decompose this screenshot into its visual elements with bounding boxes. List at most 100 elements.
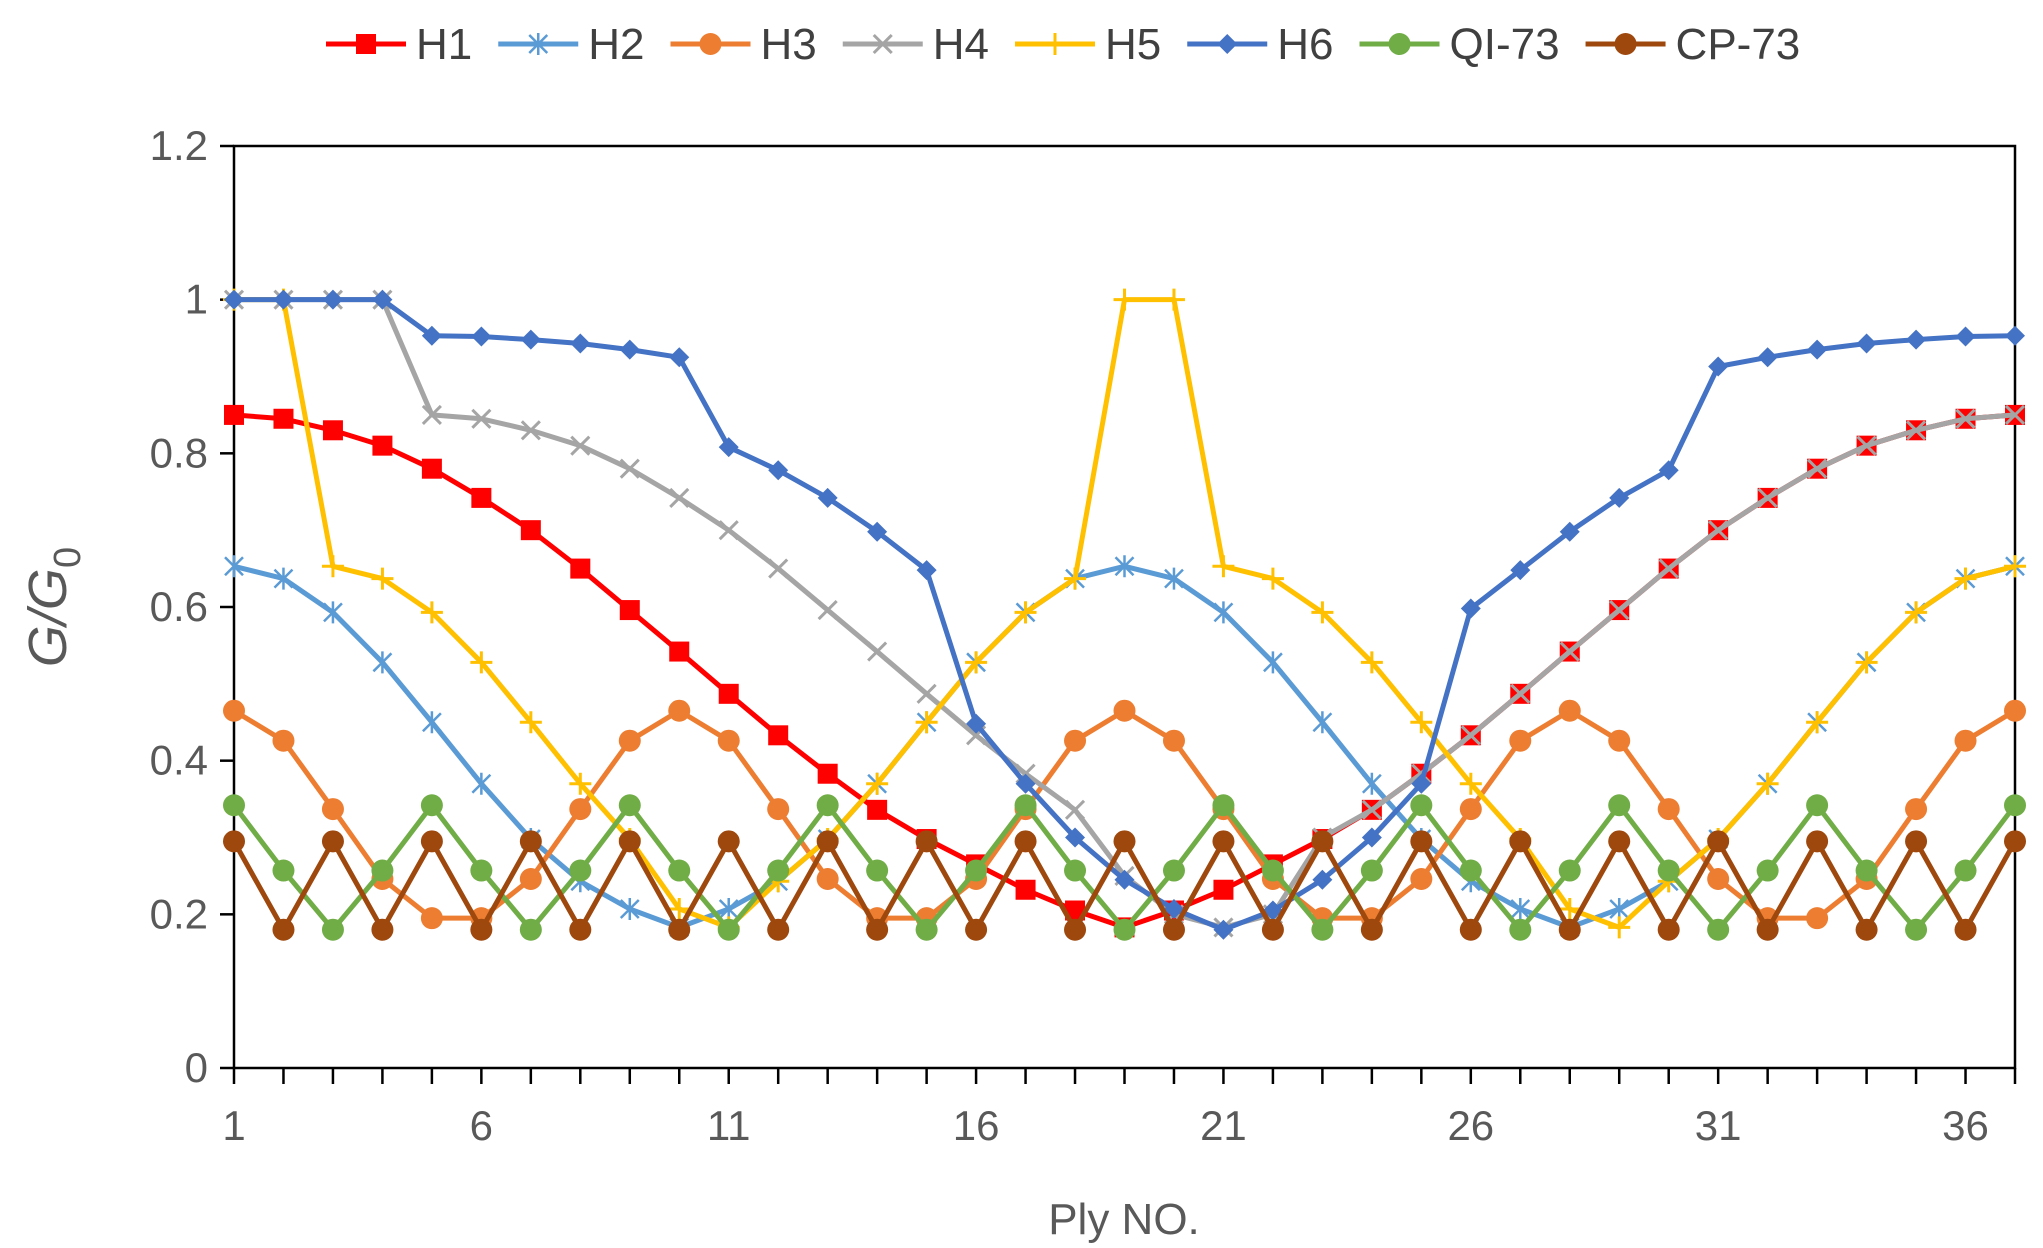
data-point-h6	[1708, 356, 1729, 377]
data-point-h5	[1806, 711, 1829, 734]
legend-marker	[1388, 33, 1411, 55]
data-point-qi-73	[321, 918, 344, 941]
data-point-h4	[1361, 799, 1382, 820]
data-point-h6	[1906, 329, 1927, 350]
data-point-cp-73	[569, 918, 592, 941]
data-point-h6	[1015, 773, 1036, 794]
data-point-h1	[520, 520, 541, 541]
data-point-h4	[2004, 404, 2026, 425]
data-point-h6	[867, 521, 888, 542]
data-point-h3	[223, 699, 245, 722]
data-point-qi-73	[1558, 859, 1581, 882]
data-point-cp-73	[1806, 830, 1829, 853]
data-point-h3	[1954, 729, 1977, 752]
data-point-h1	[619, 600, 640, 621]
data-point-cp-73	[1905, 830, 1928, 853]
data-point-cp-73	[618, 830, 641, 853]
data-point-h4	[867, 641, 888, 662]
data-point-qi-73	[1756, 859, 1779, 882]
data-point-h1	[570, 558, 591, 579]
data-point-qi-73	[1113, 918, 1136, 941]
data-point-cp-73	[1855, 918, 1878, 941]
data-point-h6	[619, 339, 640, 360]
data-point-qi-73	[1954, 859, 1977, 882]
data-point-h4	[1807, 458, 1828, 479]
y-tick-label: 0.6	[150, 583, 208, 630]
legend-marker	[1614, 33, 1637, 55]
data-point-h5	[1558, 897, 1581, 920]
data-point-h5	[321, 555, 344, 578]
data-point-qi-73	[767, 859, 790, 882]
data-point-h1	[471, 487, 492, 508]
data-point-cp-73	[1410, 830, 1433, 853]
data-point-h2	[1609, 897, 1630, 920]
data-point-h5	[1162, 288, 1185, 311]
data-point-h2	[1213, 601, 1234, 624]
y-axis-title-numerator: G	[18, 625, 78, 667]
series-layer	[223, 288, 2026, 941]
data-point-h3	[1113, 699, 1136, 722]
data-point-h1	[1213, 879, 1234, 900]
data-point-qi-73	[717, 918, 740, 941]
data-point-qi-73	[915, 918, 938, 941]
data-point-h6	[1312, 869, 1333, 890]
data-point-h4	[768, 558, 789, 579]
data-point-h4	[916, 683, 937, 704]
legend-marker	[356, 34, 376, 54]
data-point-h4	[1955, 408, 1976, 429]
data-point-h3	[618, 729, 641, 752]
data-point-h3	[272, 729, 295, 752]
legend-label: QI-73	[1450, 20, 1560, 69]
data-point-h6	[817, 487, 838, 508]
data-point-h6	[1262, 900, 1283, 921]
x-axis-ticks: 1 6 11 16 21 26 31 36	[222, 1068, 2017, 1149]
legend-item-h4: H4	[842, 20, 989, 69]
data-point-qi-73	[1459, 859, 1482, 882]
data-point-h3	[1509, 729, 1532, 752]
data-point-h6	[1411, 773, 1432, 794]
data-point-h2	[718, 897, 739, 920]
data-point-h4	[1757, 487, 1778, 508]
data-point-h5	[1311, 601, 1334, 624]
data-point-h5	[1261, 567, 1284, 590]
data-point-h6	[916, 560, 937, 581]
data-point-h6	[1658, 460, 1679, 481]
data-point-h1	[718, 683, 739, 704]
data-point-cp-73	[1014, 830, 1037, 853]
data-point-cp-73	[1261, 918, 1284, 941]
data-point-cp-73	[1064, 918, 1087, 941]
y-axis-ticks: 0 0.2 0.4 0.6 0.8 1 1.2	[150, 122, 234, 1091]
data-point-h6	[421, 325, 442, 346]
data-point-h4	[1460, 725, 1481, 746]
data-point-cp-73	[1954, 918, 1977, 941]
data-point-qi-73	[223, 794, 245, 817]
data-point-h6	[1510, 560, 1531, 581]
data-point-h3	[1162, 729, 1185, 752]
data-point-h3	[420, 907, 443, 930]
data-point-h5	[1608, 916, 1631, 939]
data-point-h5	[1014, 601, 1037, 624]
data-point-h2	[323, 601, 343, 624]
data-point-h1	[273, 408, 294, 429]
data-point-h5	[1064, 567, 1087, 590]
data-point-h2	[471, 772, 492, 795]
data-point-h1	[322, 420, 343, 441]
x-tick-label: 6	[470, 1102, 493, 1149]
data-point-h5	[1410, 711, 1433, 734]
legend-label: H6	[1277, 20, 1333, 69]
data-point-cp-73	[272, 918, 295, 941]
legend-label: H3	[761, 20, 817, 69]
data-point-h1	[669, 641, 690, 662]
data-point-qi-73	[272, 859, 295, 882]
data-point-qi-73	[470, 859, 493, 882]
data-point-h6	[669, 347, 690, 368]
data-point-cp-73	[1608, 830, 1631, 853]
data-point-h3	[321, 798, 344, 821]
legend-marker	[528, 33, 549, 55]
data-point-cp-73	[420, 830, 443, 853]
data-point-qi-73	[1014, 794, 1037, 817]
legend-label: H5	[1105, 20, 1161, 69]
data-point-h5	[1954, 567, 1977, 590]
data-point-cp-73	[1162, 918, 1185, 941]
